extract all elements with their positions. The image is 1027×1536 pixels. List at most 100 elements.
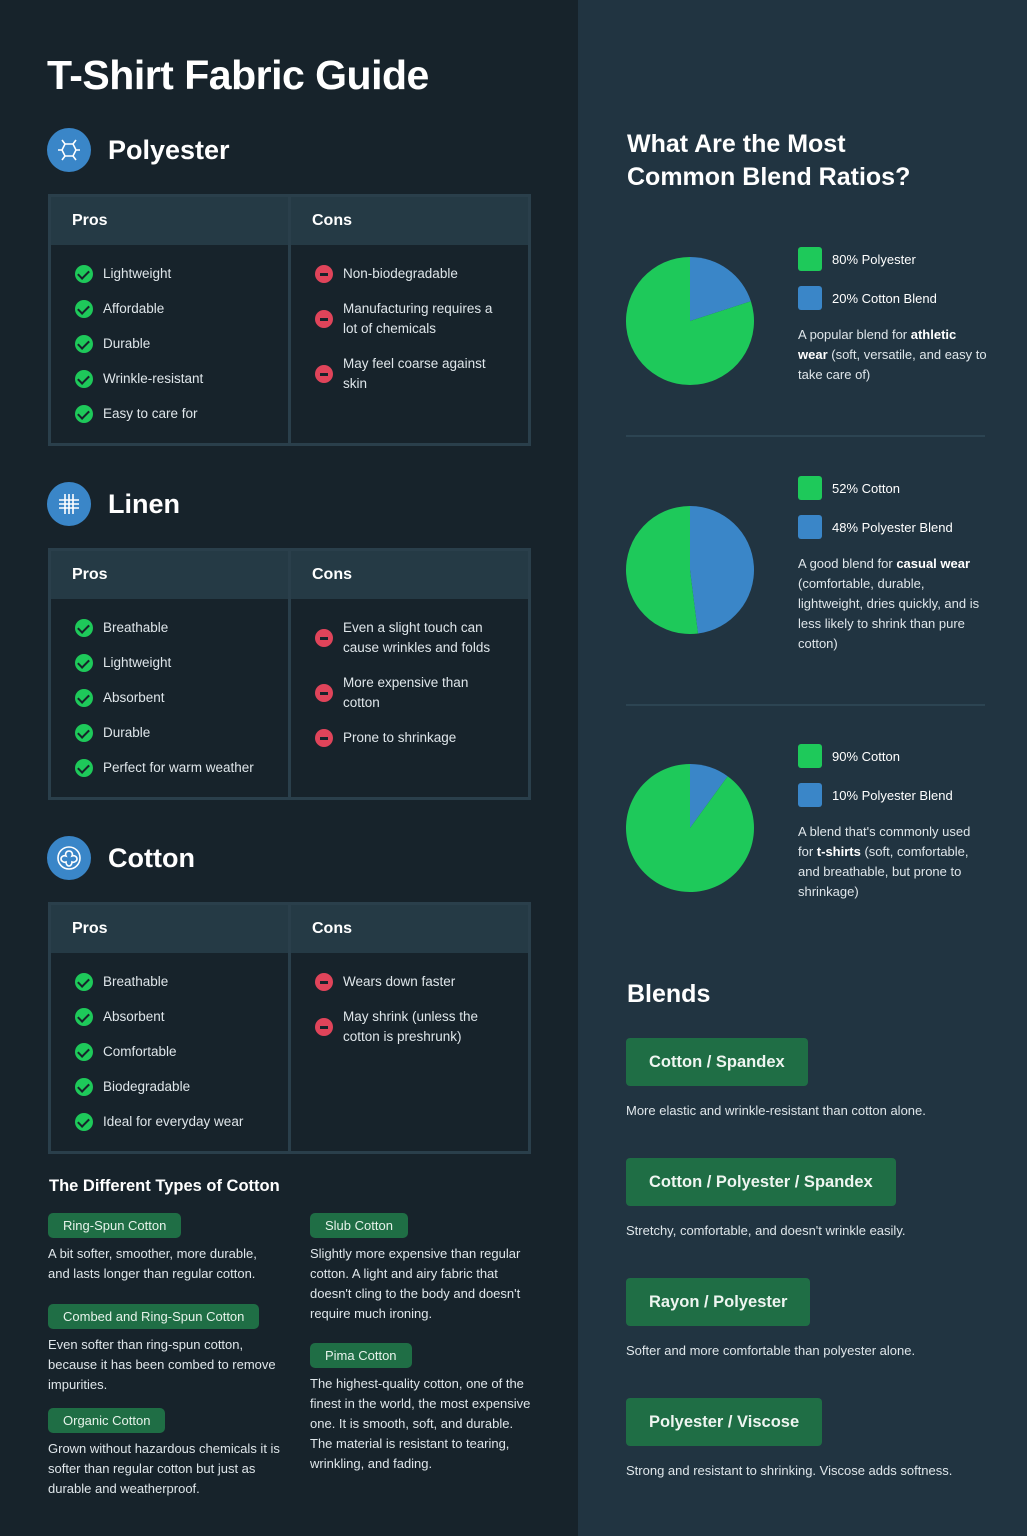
ratios-heading-line2: Common Blend Ratios? [627,163,911,191]
pie-slice-primary [626,257,754,385]
item-text: Lightweight [103,655,172,670]
check-icon [75,1113,93,1131]
blend-description: Softer and more comfortable than polyest… [626,1343,916,1358]
blend-description: Stretchy, comfortable, and doesn't wrink… [626,1223,906,1238]
pro-item: Lightweight [75,653,288,673]
cotton-section-header: Cotton [47,836,195,880]
polyester-title: Polyester [108,134,230,165]
item-text: Perfect for warm weather [103,760,254,775]
page-title: T-Shirt Fabric Guide [47,52,429,98]
cotton-type-description: Even softer than ring-spun cotton, becau… [48,1337,276,1392]
polyester-section-header: Polyester [47,128,230,172]
con-item: Even a slight touch can cause wrinkles a… [315,618,528,658]
cotton-type-description: The highest-quality cotton, one of the f… [310,1376,531,1471]
item-text: Manufacturing requires a lot of chemical… [343,301,493,336]
pro-item: Affordable [75,299,288,319]
molecule-icon [47,128,91,172]
pro-item: Durable [75,334,288,354]
pro-item: Biodegradable [75,1077,288,1097]
check-icon [75,759,93,777]
item-text: Wears down faster [343,974,456,989]
legend-label: 80% Polyester [832,251,916,267]
cotton-type-badge: Slub Cotton [310,1213,408,1238]
description-segment: (soft, comfortable, and breathable, but … [798,844,969,899]
divider [626,435,985,437]
check-icon [75,654,93,672]
cotton-title: Cotton [108,842,195,873]
pro-item: Absorbent [75,688,288,708]
minus-icon [315,729,333,747]
weave-grid-icon [47,482,91,526]
item-text: Ideal for everyday wear [103,1114,244,1129]
legend-swatch [798,286,822,310]
blend-item: Polyester / Viscose Strong and resistant … [626,1398,952,1478]
check-icon [75,1078,93,1096]
check-icon [75,1008,93,1026]
pros-list: Breathable Lightweight Absorbent Durable Per… [51,599,288,793]
blend-ratio-pie [626,506,754,634]
cotton-type-badge: Pima Cotton [310,1343,412,1368]
check-icon [75,405,93,423]
pie-description: A good blend for casual wear (comfortabl… [798,554,988,654]
pro-item: Durable [75,723,288,743]
description-segment: t-shirts [816,844,861,859]
item-text: More expensive than cotton [343,675,469,710]
item-text: Even a slight touch can cause wrinkles a… [343,620,491,655]
cotton-type-description: A bit softer, smoother, more durable, an… [48,1246,257,1281]
linen-title: Linen [108,488,180,519]
legend-swatch [798,476,822,500]
item-text: May feel coarse against skin [343,356,486,391]
description-segment: (soft, versatile, and easy to take care … [798,347,987,382]
ratios-heading: What Are the Most Common Blend Ratios? [627,128,910,194]
cotton-type-badge: Combed and Ring-Spun Cotton [48,1304,260,1329]
pie-legend: 52% Cotton 48% Polyester Blend A good blen… [798,476,988,654]
blend-button[interactable]: Cotton / Spandex [626,1038,808,1086]
legend-item: 90% Cotton [798,744,988,768]
blends-heading: Blends [627,980,711,1008]
check-icon [75,265,93,283]
pro-item: Comfortable [75,1042,288,1062]
item-text: Lightweight [103,266,172,281]
item-text: Durable [103,725,151,740]
legend-label: 52% Cotton [832,480,900,496]
blend-button[interactable]: Rayon / Polyester [626,1278,811,1326]
pro-item: Lightweight [75,264,288,284]
check-icon [75,335,93,353]
ratios-heading-line1: What Are the Most [627,130,846,158]
check-icon [75,370,93,388]
fabric-guide-panel: T-Shirt Fabric Guide Polyester Pros Lightw… [0,0,578,1536]
blend-item: Cotton / Spandex More elastic and wrinkle… [626,1038,926,1118]
legend-item: 80% Polyester [798,247,988,271]
cons-header: Cons [291,197,528,245]
legend-item: 20% Cotton Blend [798,286,988,310]
linen-section-header: Linen [47,482,180,526]
pro-item: Absorbent [75,1007,288,1027]
pie-slice-primary [626,764,754,892]
pie-slice-secondary [690,506,754,634]
cotton-type: Ring-Spun Cotton A bit softer, smoother, … [48,1213,280,1284]
cotton-type-description: Slightly more expensive than regular cot… [310,1246,521,1321]
pie-slice-primary [626,506,699,634]
legend-label: 10% Polyester Blend [832,787,953,803]
pie-slice-secondary [690,257,751,321]
con-item: Wears down faster [315,972,528,992]
blend-item: Cotton / Polyester / Spandex Stretchy, co… [626,1158,905,1238]
con-item: More expensive than cotton [315,673,528,713]
blend-item: Rayon / Polyester Softer and more comfort… [626,1278,915,1358]
polyester-pros-column: Pros Lightweight Affordable Durable Wrinkle-… [51,197,288,443]
description-segment: athletic wear [798,327,957,362]
cotton-type: Slub Cotton Slightly more expensive than … [310,1213,532,1324]
polyester-pros-cons-table: Pros Lightweight Affordable Durable Wrinkle-… [48,194,531,446]
blend-button[interactable]: Cotton / Polyester / Spandex [626,1158,896,1206]
item-text: Absorbent [103,1009,165,1024]
blend-button[interactable]: Polyester / Viscose [626,1398,823,1446]
legend-label: 48% Polyester Blend [832,519,953,535]
legend-swatch [798,515,822,539]
linen-pros-column: Pros Breathable Lightweight Absorbent Durabl… [51,551,288,797]
item-text: Comfortable [103,1044,177,1059]
pro-item: Perfect for warm weather [75,758,288,778]
blend-ratio-pie [626,764,754,892]
minus-icon [315,629,333,647]
blend-description: Strong and resistant to shrinking. Visco… [626,1463,953,1478]
description-segment: A popular blend for [798,327,911,342]
